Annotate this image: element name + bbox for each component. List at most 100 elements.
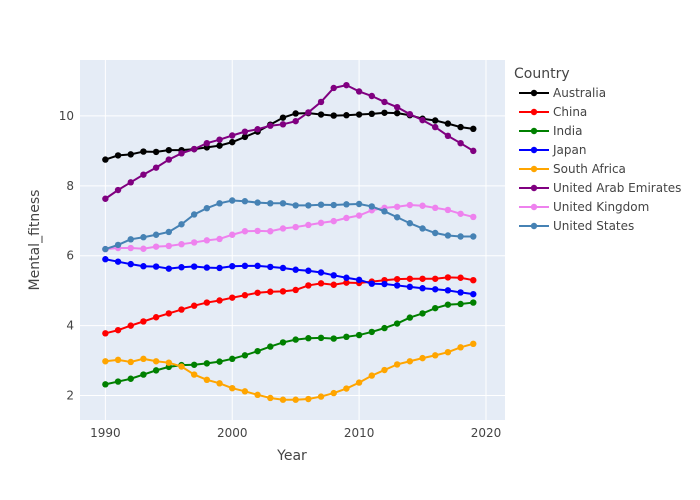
- data-point: [114, 326, 122, 334]
- data-point: [393, 103, 401, 111]
- data-point: [190, 145, 198, 153]
- data-point: [444, 348, 452, 356]
- data-point: [229, 132, 236, 139]
- data-point: [317, 201, 325, 208]
- data-point: [102, 256, 109, 263]
- x-tick-label: 2010: [344, 426, 375, 440]
- data-point: [305, 109, 312, 116]
- data-point: [190, 263, 198, 270]
- data-point: [254, 199, 261, 206]
- data-point: [203, 237, 211, 244]
- series-united-states: [102, 197, 477, 253]
- data-point: [203, 139, 211, 147]
- data-point: [444, 206, 452, 214]
- series-china: [102, 274, 477, 337]
- data-point: [241, 198, 249, 205]
- data-point: [254, 289, 261, 296]
- data-point: [229, 231, 236, 238]
- data-point: [279, 288, 287, 295]
- legend-item[interactable]: Japan: [519, 143, 586, 157]
- data-point: [152, 164, 160, 171]
- data-point: [355, 331, 363, 339]
- legend-swatch-marker: [530, 222, 538, 230]
- data-point: [102, 156, 109, 163]
- series-south-africa: [102, 340, 477, 403]
- data-point: [254, 262, 261, 270]
- data-point: [229, 384, 236, 392]
- data-point: [178, 264, 185, 271]
- data-point: [381, 109, 388, 116]
- legend-item[interactable]: United States: [519, 219, 634, 233]
- data-point: [457, 210, 464, 217]
- data-point: [229, 263, 236, 270]
- data-point: [241, 228, 249, 235]
- data-point: [406, 220, 414, 227]
- data-point: [381, 208, 388, 215]
- data-point: [470, 233, 477, 240]
- data-point: [317, 219, 325, 227]
- data-point: [114, 356, 122, 364]
- data-point: [267, 394, 274, 402]
- data-point: [368, 372, 375, 379]
- data-point: [393, 275, 401, 283]
- data-point: [241, 292, 249, 299]
- data-point: [178, 363, 185, 370]
- data-point: [152, 358, 160, 365]
- data-point: [355, 212, 363, 219]
- data-point: [203, 376, 211, 384]
- data-point: [470, 340, 477, 348]
- data-point: [470, 276, 477, 284]
- data-point: [355, 379, 363, 386]
- x-tick-label: 2020: [471, 426, 502, 440]
- data-point: [178, 221, 185, 228]
- data-point: [241, 388, 249, 395]
- data-point: [267, 343, 274, 350]
- data-point: [419, 310, 426, 317]
- data-point: [140, 245, 147, 252]
- data-point: [292, 110, 299, 117]
- legend-item[interactable]: United Arab Emirates: [519, 181, 681, 195]
- series-united-arab-emirates: [102, 81, 477, 202]
- data-point: [267, 228, 274, 235]
- data-point: [254, 347, 261, 355]
- data-point: [393, 320, 401, 327]
- data-point: [368, 110, 375, 118]
- data-point: [432, 123, 439, 131]
- data-point: [140, 371, 147, 378]
- legend-item[interactable]: Australia: [519, 86, 606, 100]
- data-point: [305, 282, 312, 289]
- data-point: [317, 334, 325, 342]
- data-point: [229, 197, 236, 204]
- legend-item[interactable]: United Kingdom: [519, 200, 649, 214]
- data-point: [305, 221, 312, 229]
- data-point: [432, 275, 439, 282]
- data-point: [216, 358, 223, 365]
- y-tick-label: 10: [59, 109, 74, 123]
- data-point: [330, 281, 337, 288]
- data-point: [444, 120, 452, 127]
- data-point: [419, 225, 426, 232]
- data-point: [381, 98, 388, 106]
- data-point: [457, 139, 464, 147]
- legend-label: United Arab Emirates: [553, 181, 681, 195]
- data-point: [152, 314, 160, 321]
- data-point: [216, 264, 223, 272]
- data-point: [330, 84, 337, 92]
- legend-item[interactable]: India: [519, 124, 582, 138]
- data-point: [114, 241, 122, 249]
- data-point: [406, 358, 414, 365]
- data-point: [102, 381, 109, 388]
- data-point: [393, 109, 401, 117]
- data-point: [393, 214, 401, 221]
- data-point: [152, 231, 160, 238]
- data-point: [317, 111, 325, 118]
- legend-item[interactable]: China: [519, 105, 587, 119]
- data-point: [432, 304, 439, 312]
- data-point: [127, 236, 134, 243]
- data-point: [470, 290, 477, 298]
- data-point: [343, 201, 350, 208]
- legend-label: Australia: [553, 86, 606, 100]
- data-point: [419, 354, 426, 362]
- legend-item[interactable]: South Africa: [519, 162, 626, 176]
